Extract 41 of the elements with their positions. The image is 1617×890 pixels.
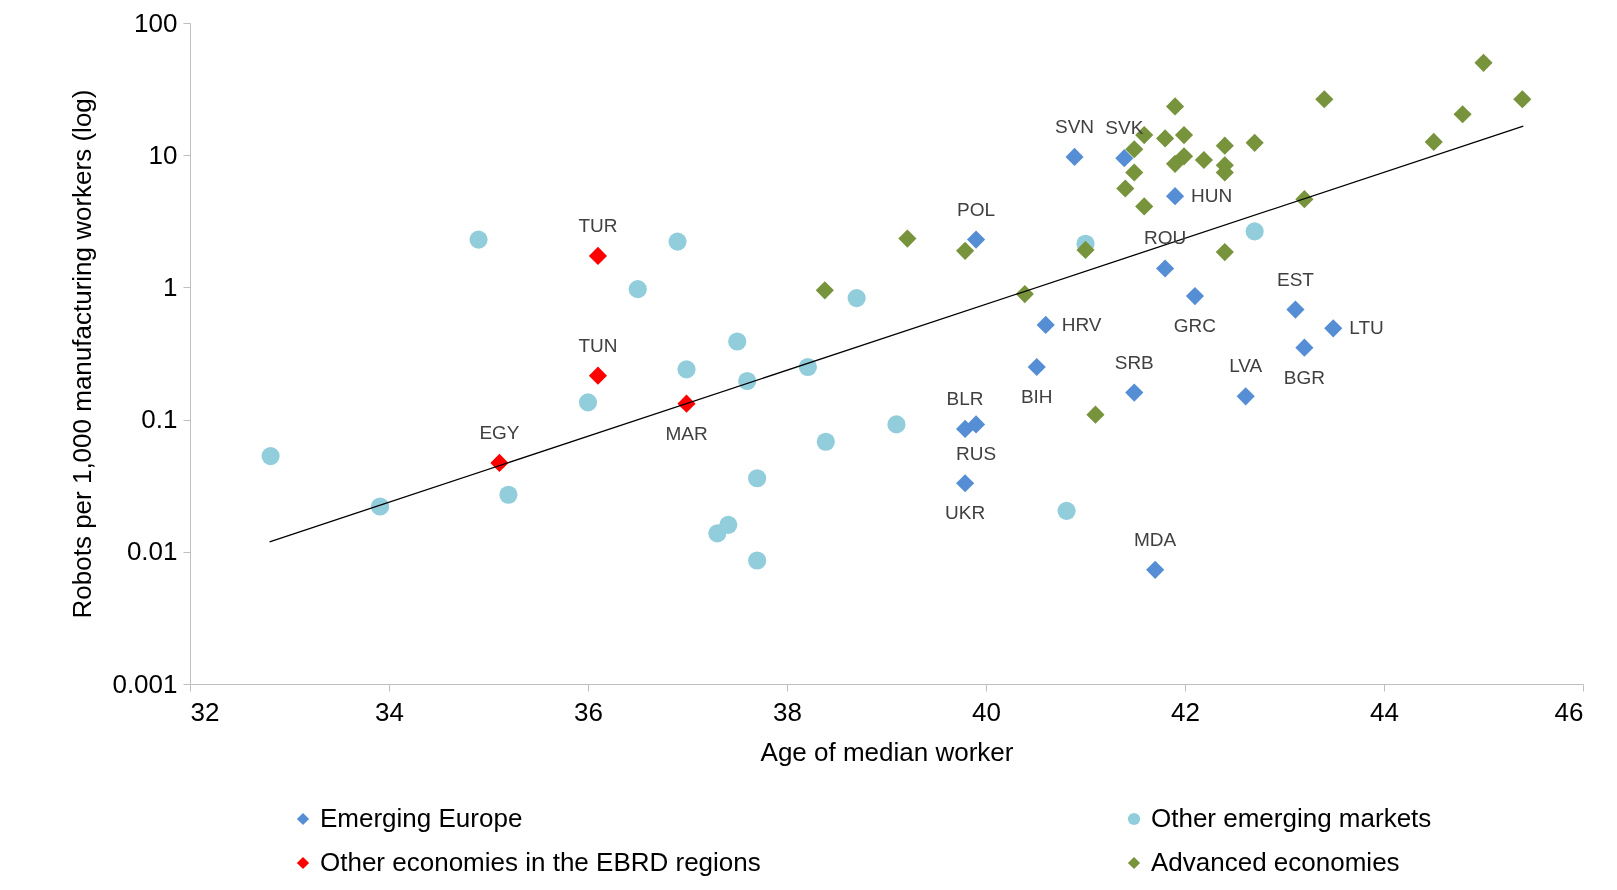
annotation: LVA [1229,355,1263,377]
legend-label: Other emerging markets [1151,803,1432,833]
annotation: SVN [1055,115,1095,137]
annotation: SRB [1114,351,1154,373]
annotation: HUN [1191,185,1233,207]
annotation: TUN [578,334,618,356]
annotation: MDA [1134,528,1177,550]
x-tick-label: 36 [574,696,603,727]
legend-label: Other economies in the EBRD regions [320,847,761,877]
annotation: UKR [945,502,986,524]
y-tick-label: 0.1 [141,404,178,435]
annotation: BLR [946,387,984,409]
annotation: EGY [479,421,520,443]
x-tick-label: 38 [773,696,802,727]
annotation: POL [957,198,996,220]
x-tick-label: 42 [1171,696,1200,727]
annotation: BIH [1020,385,1053,407]
y-tick-label: 0.01 [126,536,178,567]
x-tick-label: 40 [972,696,1001,727]
x-tick-label: 46 [1554,696,1584,727]
y-tick-label: 10 [148,139,178,170]
annotation: LTU [1349,317,1384,339]
legend-label: Advanced economies [1151,847,1400,877]
annotation: SVK [1105,117,1144,139]
annotation: GRC [1173,315,1217,337]
legend-label: Emerging Europe [320,803,523,833]
annotation: ROU [1143,227,1187,249]
annotation: EST [1276,268,1315,290]
x-tick-label: 32 [190,696,220,727]
x-tick-label: 44 [1370,696,1399,727]
y-tick-label: 1 [163,271,178,302]
annotation: HRV [1061,313,1102,335]
annotation: MAR [665,422,708,444]
y-tick-label: 100 [134,7,178,38]
annotation: BGR [1283,366,1325,388]
annotation: TUR [578,214,618,236]
x-axis-title: Age of median worker [760,736,1014,767]
annotation: RUS [955,443,997,465]
y-tick-label: 0.001 [112,668,178,699]
x-tick-label: 34 [375,696,404,727]
y-axis-title: Robots per 1,000 manufacturing workers (log) [67,89,98,619]
